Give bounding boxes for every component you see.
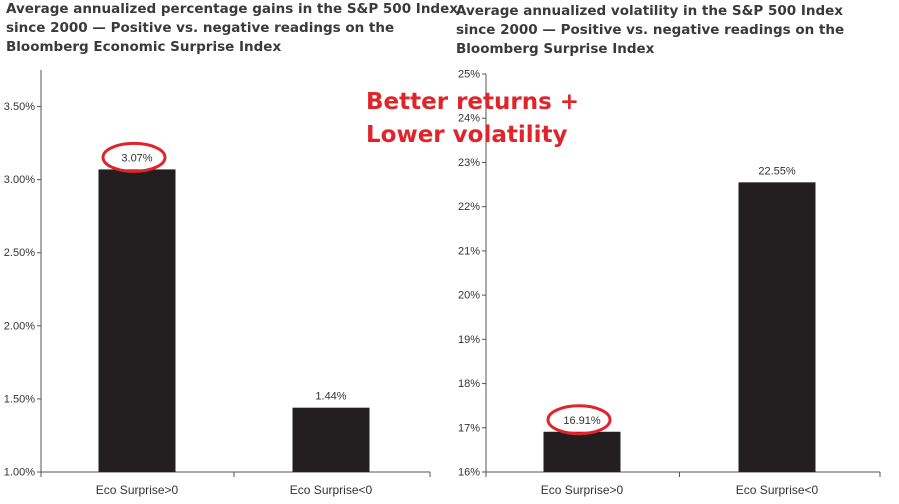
right-y-tick-label: 17% — [458, 422, 480, 434]
right-y-tick-label: 18% — [458, 378, 480, 390]
callout-annotation: Better returns + Lower volatility — [366, 86, 579, 152]
left-bar-2-value-label: 1.44% — [315, 391, 346, 403]
left-category-label-2: Eco Surprise<0 — [290, 483, 373, 497]
left-bar-1-value-label: 3.07% — [121, 152, 152, 164]
left-title-line-1: Average annualized percentage gains in t… — [6, 1, 458, 17]
left-bar-1-highlight-circle — [101, 141, 167, 173]
right-bar-2-value-label: 22.55% — [758, 165, 796, 177]
left-bar-1 — [98, 169, 176, 473]
left-y-tick-label: 3.00% — [4, 174, 35, 186]
right-y-tick-label: 16% — [458, 467, 480, 479]
right-y-tick-label: 24% — [458, 113, 480, 125]
left-title-line-2: since 2000 — Positive vs. negative readi… — [6, 20, 395, 36]
right-y-tick-label: 20% — [458, 290, 480, 302]
right-category-label-1: Eco Surprise>0 — [541, 483, 624, 497]
right-bar-1-highlight-circle — [546, 404, 612, 436]
left-title-line-3: Bloomberg Economic Surprise Index — [6, 39, 282, 55]
right-y-tick-label: 22% — [458, 201, 480, 213]
left-y-tick-label: 2.00% — [4, 320, 35, 332]
right-title-line-2: since 2000 — Positive vs. negative readi… — [456, 22, 845, 38]
right-chart-title: Average annualized volatility in the S&P… — [456, 2, 844, 59]
left-chart-title: Average annualized percentage gains in t… — [6, 0, 458, 57]
right-y-tick-label: 19% — [458, 334, 480, 346]
right-title-line-3: Bloomberg Surprise Index — [456, 41, 655, 57]
left-y-tick-label: 2.50% — [4, 247, 35, 259]
left-category-label-1: Eco Surprise>0 — [96, 483, 179, 497]
left-y-tick-label: 1.00% — [4, 467, 35, 479]
callout-line-2: Lower volatility — [366, 122, 568, 148]
right-y-tick-label: 23% — [458, 157, 480, 169]
callout-line-1: Better returns + — [366, 89, 580, 115]
right-bar-2 — [738, 182, 816, 472]
right-bar-1-value-label: 16.91% — [563, 415, 601, 427]
left-bar-2 — [292, 407, 370, 472]
right-category-label-2: Eco Surprise<0 — [736, 483, 819, 497]
right-title-line-1: Average annualized volatility in the S&P… — [456, 3, 843, 19]
left-y-tick-label: 3.50% — [4, 101, 35, 113]
left-y-tick-label: 1.50% — [4, 393, 35, 405]
right-y-tick-label: 21% — [458, 245, 480, 257]
right-y-tick-label: 25% — [458, 69, 480, 81]
right-bar-1 — [543, 431, 621, 472]
